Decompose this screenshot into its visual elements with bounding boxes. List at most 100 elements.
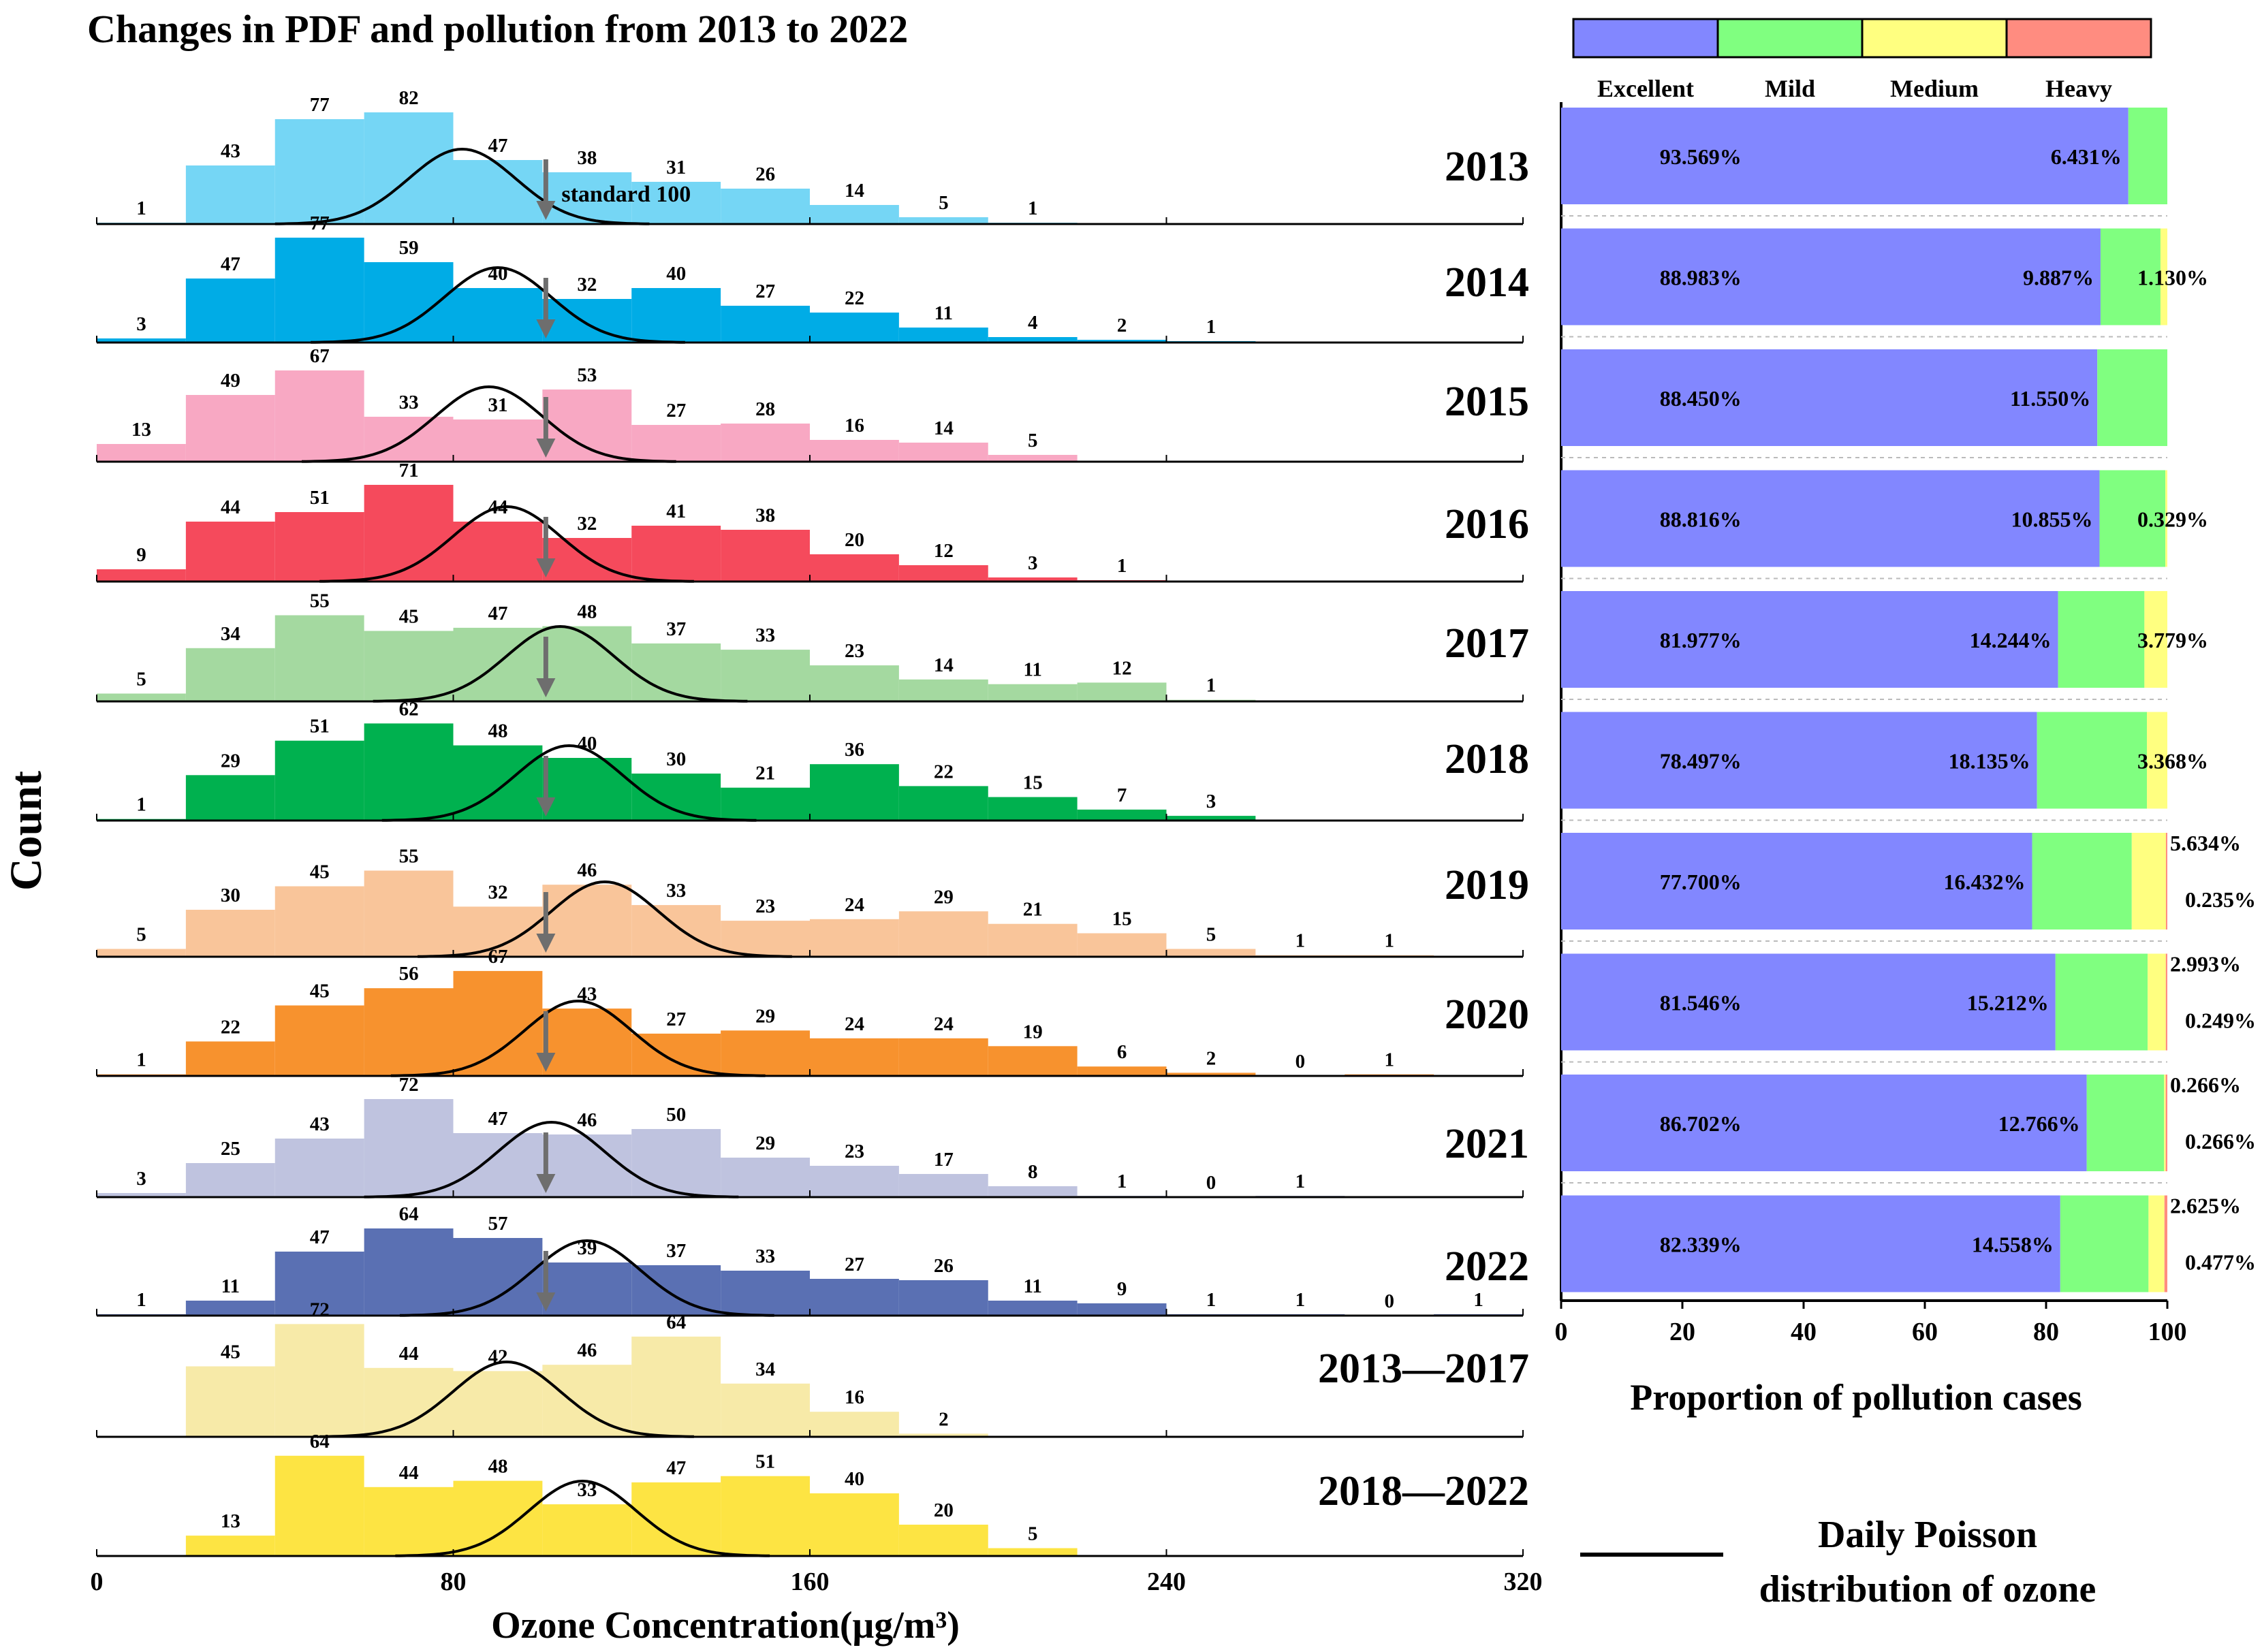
bar-count-label: 0: [1384, 1290, 1394, 1312]
hist-bar: [988, 577, 1078, 582]
year-label: 2020: [1445, 991, 1529, 1038]
mild-segment: [2128, 108, 2167, 204]
hist-bar: [453, 522, 543, 582]
bar-count-label: 1: [1295, 1171, 1306, 1192]
hist-bar: [97, 693, 186, 701]
hist-bar: [631, 905, 721, 957]
bar-count-label: 38: [755, 505, 775, 526]
hist-bar: [364, 631, 454, 701]
excellent-pct-label: 77.700%: [1660, 870, 1742, 894]
hist-bar: [274, 512, 364, 582]
bar-count-label: 5: [1206, 924, 1216, 946]
medium-pct-label: 0.266%: [2170, 1073, 2241, 1097]
excellent-pct-label: 82.339%: [1660, 1233, 1742, 1257]
bar-count-label: 14: [845, 180, 864, 202]
year-label: 2015: [1445, 379, 1529, 425]
bar-count-label: 51: [310, 716, 330, 737]
bar-count-label: 45: [399, 606, 419, 628]
hist-bar: [898, 1280, 988, 1316]
legend-label-mild: Mild: [1765, 75, 1815, 102]
bar-count-label: 28: [755, 398, 775, 420]
excellent-pct-label: 93.569%: [1660, 144, 1742, 169]
bar-count-label: 48: [577, 601, 597, 623]
bar-count-label: 33: [755, 1245, 775, 1267]
bar-count-label: 0: [1295, 1051, 1306, 1073]
bar-count-label: 57: [488, 1213, 507, 1235]
bar-count-label: 21: [755, 763, 775, 784]
bar-count-label: 47: [221, 253, 240, 275]
bar-count-label: 23: [845, 1141, 864, 1162]
hist-bar: [721, 787, 810, 821]
bar-count-label: 9: [1117, 1278, 1127, 1300]
bar-count-label: 1: [136, 794, 146, 816]
bar-count-label: 67: [310, 345, 330, 367]
hist-bar: [1077, 682, 1167, 701]
proportion-row-2022: 82.339% 14.558% 2.625% 0.477%: [1561, 1194, 2256, 1292]
year-label: 2018—2022: [1318, 1468, 1529, 1514]
hist-bar: [988, 797, 1078, 821]
hist-bar: [810, 554, 899, 582]
bar-count-label: 24: [845, 894, 864, 916]
bar-count-label: 5: [136, 669, 146, 690]
bar-count-label: 33: [666, 880, 686, 902]
excellent-pct-label: 88.450%: [1660, 386, 1742, 411]
hist-bar: [542, 390, 632, 462]
year-label: 2022: [1445, 1243, 1529, 1290]
bar-count-label: 13: [131, 419, 151, 441]
bar-count-label: 3: [1206, 791, 1216, 812]
bar-count-label: 11: [1023, 1275, 1041, 1297]
bar-count-label: 24: [845, 1013, 864, 1035]
bar-count-label: 0: [1206, 1172, 1216, 1194]
mild-segment: [2086, 1075, 2165, 1171]
excellent-segment: [1561, 349, 2098, 446]
hist-bar: [542, 1365, 632, 1437]
hist-bar: [631, 425, 721, 462]
hist-bar: [898, 443, 988, 462]
x-tick-label: 240: [1147, 1568, 1186, 1596]
bar-x-tick-label: 40: [1791, 1318, 1817, 1346]
hist-bar: [988, 337, 1078, 343]
bar-x-tick-label: 20: [1669, 1318, 1695, 1346]
bar-count-label: 12: [1112, 657, 1132, 679]
poisson-legend-line2: distribution of ozone: [1759, 1568, 2096, 1610]
proportion-row-2017: 81.977% 14.244% 3.779%: [1561, 591, 2208, 700]
hist-bar: [364, 417, 454, 462]
poisson-curve: [274, 147, 650, 225]
bar-count-label: 1: [1206, 675, 1216, 697]
bar-count-label: 82: [399, 87, 419, 109]
bar-count-label: 1: [136, 1049, 146, 1071]
excellent-segment: [1561, 1195, 2060, 1292]
bar-count-label: 33: [399, 392, 419, 413]
excellent-pct-label: 86.702%: [1660, 1111, 1742, 1136]
hist-bar: [721, 189, 810, 224]
mild-segment: [2100, 228, 2161, 325]
bar-count-label: 40: [845, 1468, 864, 1490]
excellent-pct-label: 88.983%: [1660, 266, 1742, 290]
bar-count-label: 59: [399, 237, 419, 259]
bar-count-label: 44: [221, 496, 240, 518]
standard-arrow-head: [536, 319, 556, 338]
bar-count-label: 1: [136, 1289, 146, 1311]
hist-bar: [898, 1433, 988, 1437]
bar-count-label: 22: [845, 287, 864, 309]
bar-count-label: 38: [577, 147, 597, 169]
bar-count-label: 14: [934, 417, 954, 439]
bar-count-label: 17: [934, 1149, 954, 1171]
hist-bar: [721, 530, 810, 582]
bar-count-label: 77: [310, 94, 330, 116]
hist-bar: [988, 1046, 1078, 1076]
year-label: 2013—2017: [1318, 1346, 1529, 1392]
heavy-pct-label: 0.477%: [2185, 1250, 2256, 1275]
poisson-curve: [390, 999, 766, 1077]
medium-segment: [2164, 1075, 2166, 1171]
bar-count-label: 31: [488, 394, 507, 416]
bar-count-label: 44: [399, 1462, 419, 1484]
bar-count-label: 47: [488, 135, 507, 157]
bar-count-label: 31: [666, 157, 686, 178]
hist-bar: [898, 1038, 988, 1076]
mild-pct-label: 10.855%: [2011, 507, 2092, 532]
hist-bar: [453, 1238, 543, 1316]
mild-pct-label: 16.432%: [1944, 870, 2026, 894]
medium-segment: [2131, 833, 2166, 930]
